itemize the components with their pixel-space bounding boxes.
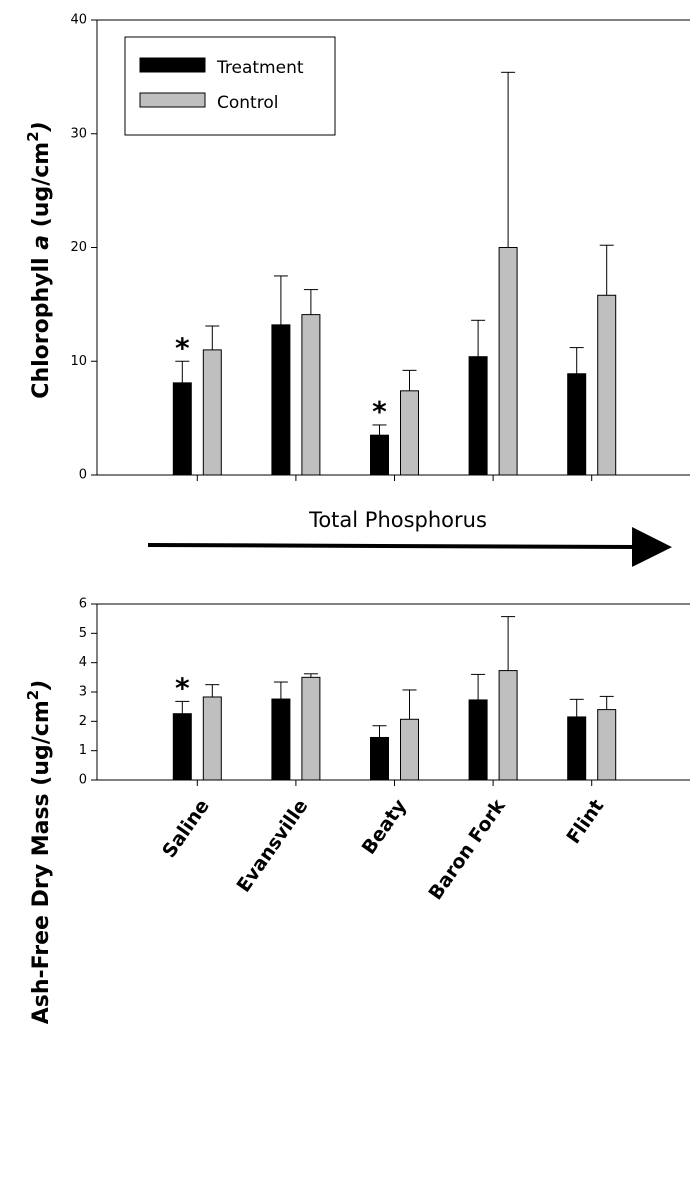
bar [370, 434, 389, 476]
bar [597, 709, 617, 781]
bar [498, 247, 518, 476]
bar [271, 698, 291, 781]
bar [202, 696, 222, 781]
y-axis-label: Chlorophyll a (ug/cm2) [24, 121, 55, 398]
y-label-part: ) [29, 121, 54, 132]
x-tick-label: Evansville [233, 795, 313, 896]
significance-marker: * [175, 331, 190, 364]
bar [400, 718, 419, 781]
legend-label: Treatment [216, 58, 304, 78]
gradient-arrow [147, 526, 672, 567]
legend-box [124, 36, 336, 136]
y-tick-label: 0 [79, 468, 87, 483]
bar [597, 294, 617, 476]
y-label-part: Chlorophyll [29, 250, 54, 399]
y-label-part: ) [29, 680, 54, 691]
y-tick-label: 1 [79, 743, 87, 758]
bar [567, 373, 587, 476]
y-tick-label: 30 [70, 126, 87, 141]
x-tick-label: Beaty [358, 795, 412, 859]
y-tick-label: 4 [79, 655, 87, 670]
x-tick-label: Saline [158, 795, 214, 862]
y-label-part: 2 [24, 690, 42, 700]
x-tick-label: Flint [562, 795, 608, 847]
bar [202, 349, 222, 476]
bar [498, 670, 518, 781]
y-label-part: a [29, 235, 54, 250]
bar [567, 716, 587, 781]
y-tick-label: 6 [79, 597, 87, 612]
y-axis-label: Ash-Free Dry Mass (ug/cm2) [24, 680, 55, 1025]
bar [468, 699, 488, 781]
x-tick-label: Baron Fork [424, 795, 509, 904]
significance-marker: * [175, 671, 190, 704]
y-label-part: (ug/cm [29, 142, 54, 235]
bar [370, 736, 389, 781]
legend-label: Control [217, 93, 278, 113]
bar [301, 314, 321, 476]
bar [172, 713, 192, 781]
y-tick-label: 20 [70, 240, 87, 255]
y-tick-label: 0 [79, 773, 87, 788]
y-tick-label: 40 [70, 13, 87, 28]
bar [301, 676, 321, 781]
y-tick-label: 10 [70, 354, 87, 369]
bar [400, 390, 419, 476]
bar [172, 382, 192, 476]
significance-marker: * [372, 395, 387, 428]
y-label-part: 2 [24, 131, 42, 141]
y-tick-label: 5 [79, 626, 87, 641]
y-label-part: Ash-Free Dry Mass (ug/cm [29, 700, 54, 1024]
legend-swatch [139, 92, 206, 108]
y-tick-label: 3 [79, 685, 87, 700]
y-tick-label: 2 [79, 714, 87, 729]
bar [271, 324, 291, 476]
gradient-label: Total Phosphorus [308, 508, 487, 532]
legend-swatch [139, 57, 206, 73]
bar [468, 356, 488, 476]
